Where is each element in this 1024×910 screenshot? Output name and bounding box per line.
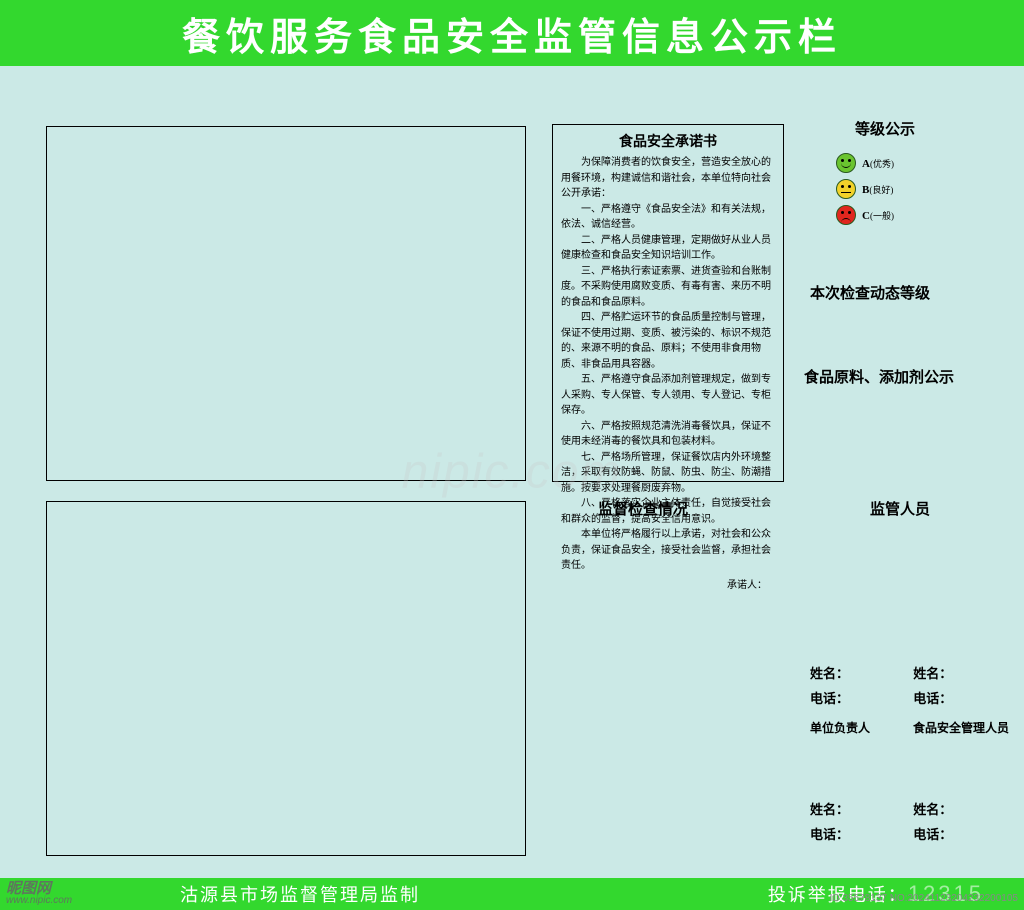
pledge-item-5: 五、严格遵守食品添加剂管理规定，做到专人采购、专人保管、专人领用、专人登记、专柜… (561, 372, 775, 419)
pledge-item-6: 六、严格按照规范清洗消毒餐饮具，保证不使用未经消毒的餐饮具和包装材料。 (561, 419, 775, 450)
phone-label: 电话： (810, 691, 849, 706)
pledge-item-7: 七、严格场所管理，保证餐饮店内外环境整洁，采取有效防蝇、防鼠、防虫、防尘、防潮措… (561, 450, 775, 497)
name-label: 姓名： (810, 666, 849, 681)
grade-a-label: A(优秀) (862, 157, 894, 170)
grade-row-c: C(一般) (836, 205, 1014, 225)
pledge-signer: 承诺人： (561, 576, 775, 591)
inspect-label: 监督检查情况 (598, 498, 688, 519)
dynamic-grade-label: 本次检查动态等级 (810, 282, 930, 303)
supervisor-label: 监管人员 (870, 498, 930, 519)
ingredient-label: 食品原料、添加剂公示 (804, 366, 954, 387)
footer-left: 沽源县市场监督管理局监制 (180, 881, 420, 907)
role-2: 食品安全管理人员 (913, 717, 1009, 740)
name-label: 姓名： (913, 666, 952, 681)
pledge-box: 食品安全承诺书 为保障消费者的饮食安全，营造安全放心的用餐环境，构建诚信和谐社会… (552, 124, 784, 482)
smile-icon (836, 153, 856, 173)
frown-icon (836, 205, 856, 225)
pledge-item-4: 四、严格贮运环节的食品质量控制与管理，保证不使用过期、变质、被污染的、标识不规范… (561, 310, 775, 372)
watermark-bottom-right: ID:35578137 NO:20241123204232200105 (830, 893, 1018, 904)
pledge-intro: 为保障消费者的饮食安全，营造安全放心的用餐环境，构建诚信和谐社会，本单位特向社会… (561, 155, 775, 202)
placeholder-box-top (46, 126, 526, 481)
name-label: 姓名： (810, 802, 849, 817)
name-label: 姓名： (913, 802, 952, 817)
pledge-title: 食品安全承诺书 (561, 131, 775, 151)
grade-row-a: A(优秀) (836, 153, 1014, 173)
header-bar: 餐饮服务食品安全监管信息公示栏 (0, 0, 1024, 66)
pledge-closing: 本单位将严格履行以上承诺，对社会和公众负责，保证食品安全，接受社会监督，承担社会… (561, 527, 775, 574)
board-container: 餐饮服务食品安全监管信息公示栏 食品安全承诺书 为保障消费者的饮食安全，营造安全… (0, 0, 1024, 910)
placeholder-box-bottom (46, 501, 526, 856)
staff-block-1: 姓名： 电话： 姓名： 电话： 单位负责人 食品安全管理人员 (810, 662, 1009, 740)
grade-c-label: C(一般) (862, 209, 894, 222)
grade-row-b: B(良好) (836, 179, 1014, 199)
phone-label: 电话： (913, 691, 952, 706)
staff-block-2: 姓名： 电话： 姓名： 电话： (810, 798, 952, 847)
page-title: 餐饮服务食品安全监管信息公示栏 (182, 6, 842, 61)
pledge-item-1: 一、严格遵守《食品安全法》和有关法规，依法、诚信经营。 (561, 202, 775, 233)
grade-section: 等级公示 A(优秀) B(良好) (810, 118, 1014, 231)
phone-label: 电话： (913, 827, 952, 842)
role-1: 单位负责人 (810, 717, 910, 740)
neutral-icon (836, 179, 856, 199)
watermark-bottom-left: 昵图网 www.nipic.com (6, 877, 72, 906)
phone-label: 电话： (810, 827, 849, 842)
pledge-item-2: 二、严格人员健康管理，定期做好从业人员健康检查和食品安全知识培训工作。 (561, 233, 775, 264)
pledge-item-3: 三、严格执行索证索票、进货查验和台账制度。不采购使用腐败变质、有毒有害、来历不明… (561, 264, 775, 311)
content-area: 食品安全承诺书 为保障消费者的饮食安全，营造安全放心的用餐环境，构建诚信和谐社会… (0, 66, 1024, 878)
grade-title: 等级公示 (810, 118, 960, 139)
grade-b-label: B(良好) (862, 183, 893, 196)
